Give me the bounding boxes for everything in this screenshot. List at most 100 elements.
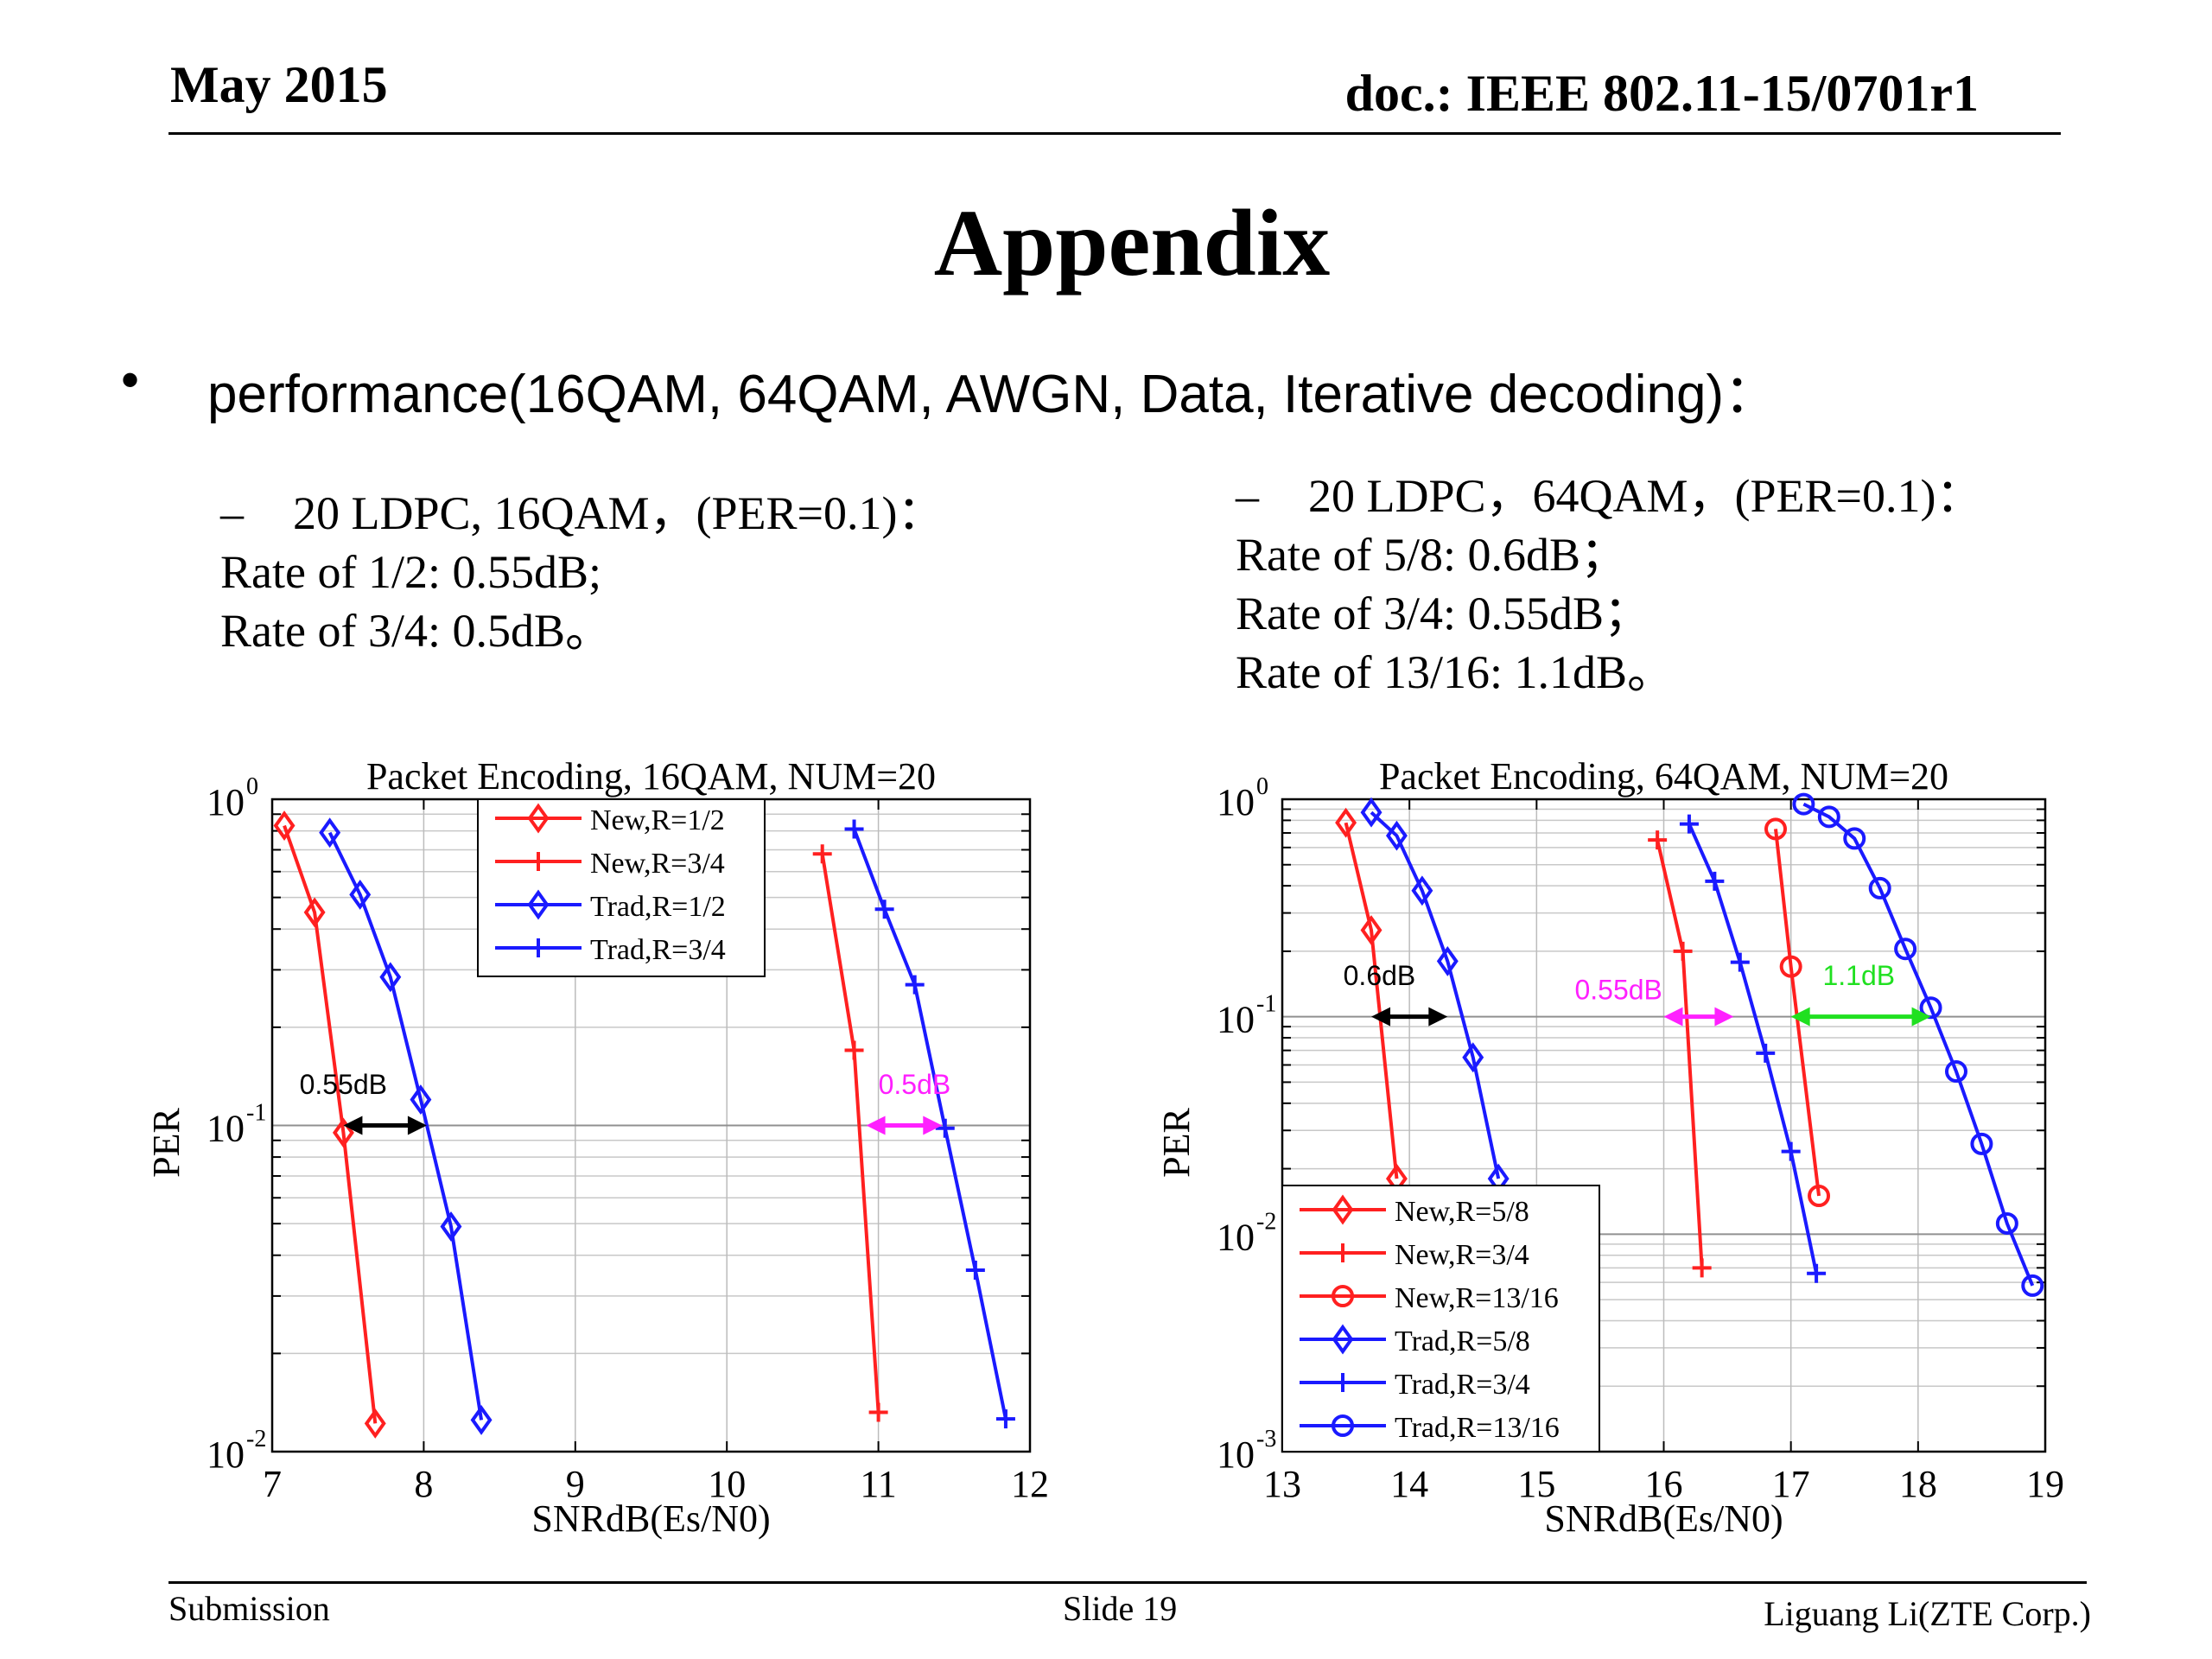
legend-marker [1332, 1324, 1354, 1355]
x-tick-label: 16 [1645, 1463, 1683, 1505]
legend-marker-shape [1333, 1243, 1352, 1262]
data-point [364, 1408, 386, 1439]
legend-marker [1332, 1285, 1354, 1307]
series-Trad,R=3/4 [1679, 814, 1827, 1283]
x-tick-label: 7 [263, 1463, 282, 1505]
footer-submission: Submission [168, 1589, 330, 1628]
y-tick-exponent: 0 [1256, 773, 1268, 800]
legend-marker-shape [1333, 1373, 1352, 1392]
data-point [868, 1402, 888, 1422]
x-tick-label: 11 [860, 1463, 896, 1505]
data-point [874, 899, 894, 919]
right-notes: –20 LDPC，64QAM，(PER=0.1)： Rate of 5/8: 0… [1236, 467, 1983, 702]
data-point [440, 1211, 462, 1242]
data-point [812, 844, 832, 864]
data-point [935, 1118, 955, 1138]
data-point [1360, 915, 1382, 945]
data-point [1462, 1042, 1484, 1073]
y-tick-label: 10 [1217, 999, 1255, 1041]
data-point [1692, 1258, 1712, 1278]
chart-title: Packet Encoding, 64QAM, NUM=20 [1379, 755, 1948, 798]
legend-marker [1333, 1373, 1352, 1392]
x-tick-label: 19 [2026, 1463, 2064, 1505]
series-line [1802, 802, 2035, 1287]
data-point [1679, 814, 1699, 834]
arrow-head [1428, 1007, 1448, 1027]
x-tick-label: 9 [566, 1463, 585, 1505]
annotation-label: 0.55dB [1574, 975, 1662, 1006]
arrow-head [1371, 1007, 1391, 1027]
y-tick-label: 10 [1217, 781, 1255, 823]
data-point [1756, 1043, 1776, 1063]
legend-marker-shape [527, 803, 550, 834]
arrow-head [923, 1116, 943, 1135]
legend-marker-shape [1332, 1414, 1354, 1437]
data-point [1808, 1185, 1831, 1208]
series-New,R=5/8 [1335, 807, 1408, 1194]
series-New,R=3/4 [812, 844, 888, 1422]
legend-marker [529, 938, 548, 957]
chart-title: Packet Encoding, 16QAM, NUM=20 [366, 755, 936, 798]
data-point [2021, 1274, 2044, 1297]
data-point [1792, 792, 1815, 816]
legend-marker [527, 889, 550, 920]
left-notes-heading: 20 LDPC, 16QAM，(PER=0.1)： [293, 487, 944, 539]
series-line [1774, 829, 1821, 1197]
dash-icon: – [1236, 470, 1259, 522]
footer-author: Liguang Li(ZTE Corp.) [1764, 1594, 2091, 1633]
legend-marker-shape [529, 938, 548, 957]
series-line [852, 828, 1007, 1420]
x-tick-label: 12 [1011, 1463, 1049, 1505]
right-notes-heading-row: –20 LDPC，64QAM，(PER=0.1)： [1236, 467, 1983, 525]
data-point [1764, 817, 1788, 841]
series-Trad,R=5/8 [1360, 797, 1510, 1194]
x-tick-label: 17 [1772, 1463, 1810, 1505]
left-notes: –20 LDPC, 16QAM，(PER=0.1)： Rate of 1/2: … [220, 484, 944, 660]
data-point [470, 1404, 493, 1435]
y-tick-exponent: -1 [1256, 991, 1276, 1018]
legend-label: New,R=13/16 [1395, 1282, 1559, 1314]
data-point [844, 819, 864, 839]
legend-label: Trad,R=13/16 [1395, 1412, 1560, 1444]
left-notes-line: Rate of 3/4: 0.5dB。 [220, 605, 612, 657]
legend-label: Trad,R=5/8 [1395, 1325, 1530, 1357]
data-point [1411, 875, 1433, 906]
series-line [283, 824, 378, 1424]
legend-marker-shape [1332, 1285, 1354, 1307]
x-axis-label: SNRdB(Es/N0) [531, 1497, 770, 1540]
legend-marker-shape [529, 852, 548, 871]
y-tick-exponent: -3 [1256, 1426, 1276, 1452]
legend-marker [527, 803, 550, 834]
y-tick-exponent: -1 [246, 1100, 266, 1127]
data-point [905, 975, 925, 995]
data-point [1995, 1211, 2018, 1235]
data-point [1648, 830, 1668, 850]
legend-label: New,R=5/8 [1395, 1196, 1529, 1228]
plot-frame [1281, 798, 2047, 1453]
data-point [1705, 871, 1725, 891]
data-point [303, 897, 326, 928]
annotation-label: 0.5dB [879, 1069, 951, 1100]
series-line [1688, 823, 1819, 1274]
series-line [327, 831, 484, 1421]
data-point [1944, 1060, 1967, 1084]
left-notes-heading-row: –20 LDPC, 16QAM，(PER=0.1)： [220, 484, 944, 543]
legend-marker-shape [527, 889, 550, 920]
data-point [1919, 996, 1942, 1020]
y-tick-label: 10 [207, 1108, 245, 1150]
series-line [820, 853, 880, 1413]
annotation-label: 0.6dB [1344, 960, 1416, 991]
data-point [1436, 945, 1459, 976]
series-New,R=3/4 [1648, 830, 1712, 1278]
x-axis-label: SNRdB(Es/N0) [1544, 1497, 1783, 1540]
data-point [965, 1261, 985, 1280]
legend-label: New,R=1/2 [590, 804, 725, 836]
footer-rule [168, 1581, 2087, 1584]
series-Trad,R=3/4 [844, 819, 1015, 1429]
footer-slide-number: Slide 19 [1063, 1589, 1178, 1628]
series-New,R=13/16 [1764, 817, 1831, 1208]
legend-label: New,R=3/4 [590, 848, 725, 880]
header-doc-id: doc.: IEEE 802.11-15/0701r1 [1344, 65, 1979, 122]
data-point [1970, 1132, 1993, 1155]
